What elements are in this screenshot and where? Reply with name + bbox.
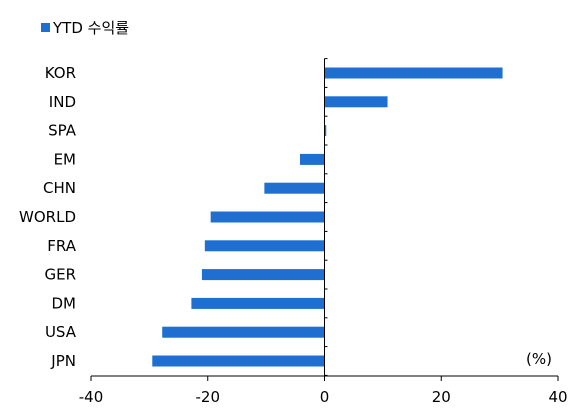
bar-fra <box>204 240 325 252</box>
category-label-dm: DM <box>52 294 77 312</box>
category-label-em: EM <box>54 150 76 168</box>
bars-group <box>152 58 503 376</box>
bar-usa <box>162 326 325 338</box>
bar-ind <box>324 96 388 108</box>
category-label-chn: CHN <box>43 179 76 197</box>
category-label-ind: IND <box>49 93 76 111</box>
bar-em <box>299 153 325 165</box>
x-tick-label: 20 <box>432 388 451 406</box>
x-axis-ticks: -40 -20 0 20 40 <box>79 376 568 406</box>
legend: YTD 수익률 <box>41 19 129 37</box>
x-tick-label: 40 <box>548 388 567 406</box>
legend-label: YTD 수익률 <box>52 19 129 37</box>
legend-swatch <box>41 23 50 32</box>
bar-ger <box>201 269 325 281</box>
category-label-world: WORLD <box>19 208 76 226</box>
category-labels: KOR IND SPA EM CHN WORLD FRA GER DM USA JPN <box>19 64 77 370</box>
category-label-ger: GER <box>44 266 76 284</box>
category-label-usa: USA <box>45 323 77 341</box>
bar-kor <box>324 67 503 79</box>
bar-spa <box>324 125 327 137</box>
unit-label: (%) <box>526 350 552 368</box>
x-tick-label: -20 <box>196 388 221 406</box>
category-label-fra: FRA <box>47 237 76 255</box>
category-label-spa: SPA <box>48 122 77 140</box>
bar-world <box>210 211 325 223</box>
x-tick-label: -40 <box>79 388 104 406</box>
category-label-kor: KOR <box>45 64 76 82</box>
x-tick-label: 0 <box>320 388 330 406</box>
bar-chn <box>264 182 325 194</box>
category-label-jpn: JPN <box>50 352 76 370</box>
bar-dm <box>191 297 325 309</box>
bar-jpn <box>152 355 325 367</box>
